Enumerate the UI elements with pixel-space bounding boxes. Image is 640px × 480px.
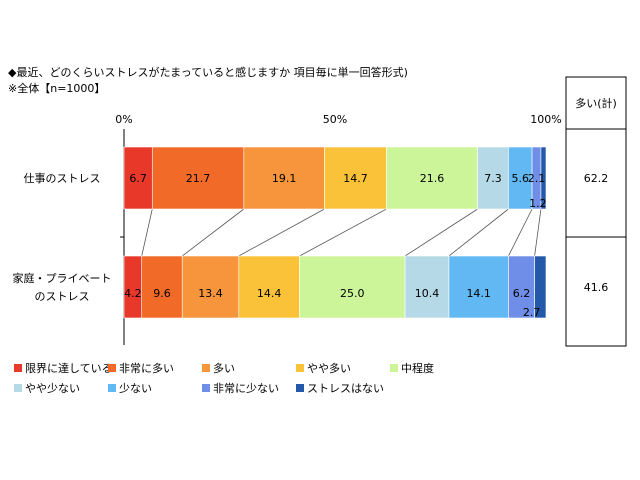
legend-item: ストレスはない bbox=[296, 380, 390, 396]
x-tick-label: 0% bbox=[115, 113, 132, 126]
x-tick-label: 50% bbox=[323, 113, 347, 126]
connector-line bbox=[141, 208, 153, 257]
connector-line bbox=[448, 208, 509, 257]
legend: 限界に達している 非常に多い 多い やや多い 中程度やや少ない 少ない 非常に少ない ストレス… bbox=[14, 358, 494, 398]
legend-swatch bbox=[108, 364, 116, 372]
bar-segment bbox=[181, 255, 240, 319]
legend-label: 限界に達している bbox=[25, 362, 113, 375]
chart-title: ◆最近、どのくらいストレスがたまっていると感じますか 項目毎に単一回答形式) bbox=[8, 66, 408, 79]
legend-row: 限界に達している 非常に多い 多い やや多い 中程度 bbox=[14, 358, 494, 378]
legend-item: 非常に少ない bbox=[202, 380, 296, 396]
legend-item: 多い bbox=[202, 360, 296, 376]
data-label: 21.6 bbox=[420, 172, 445, 185]
legend-swatch bbox=[202, 364, 210, 372]
legend-row: やや少ない 少ない 非常に少ない ストレスはない bbox=[14, 378, 494, 398]
bar-segment bbox=[540, 146, 547, 210]
connector-line bbox=[238, 208, 325, 257]
legend-label: 中程度 bbox=[401, 362, 434, 375]
summary-table-value: 62.2 bbox=[584, 172, 609, 185]
data-label: 21.7 bbox=[186, 172, 211, 185]
legend-swatch bbox=[14, 384, 22, 392]
bar-segment bbox=[151, 146, 245, 210]
bar-segment bbox=[123, 146, 153, 210]
legend-swatch bbox=[108, 384, 116, 392]
connector-line bbox=[404, 208, 478, 257]
bar-segment bbox=[141, 255, 183, 319]
legend-item: やや少ない bbox=[14, 380, 108, 396]
bar-segment bbox=[386, 146, 478, 210]
legend-swatch bbox=[14, 364, 22, 372]
bar-segment bbox=[534, 255, 547, 319]
summary-table-value: 41.6 bbox=[584, 281, 609, 294]
data-label: 14.1 bbox=[466, 287, 491, 300]
data-label: 6.7 bbox=[129, 172, 147, 185]
category-label: 家庭・プライベート bbox=[13, 271, 112, 285]
data-label: 1.2 bbox=[529, 197, 547, 210]
summary-table-header: 多い(計) bbox=[575, 96, 617, 110]
legend-label: 非常に多い bbox=[119, 362, 174, 375]
legend-item: やや多い bbox=[296, 360, 390, 376]
legend-label: やや少ない bbox=[25, 382, 80, 395]
data-label: 9.6 bbox=[153, 287, 171, 300]
legend-label: 多い bbox=[213, 362, 235, 375]
connector-line bbox=[508, 208, 533, 257]
legend-label: やや多い bbox=[307, 362, 351, 375]
category-label: 仕事のストレス bbox=[24, 172, 101, 185]
bar-segment bbox=[299, 255, 406, 319]
data-label: 13.4 bbox=[198, 287, 223, 300]
connector-line bbox=[181, 208, 245, 257]
legend-swatch bbox=[296, 384, 304, 392]
data-label: 2.1 bbox=[528, 172, 546, 185]
data-label: 14.7 bbox=[343, 172, 368, 185]
legend-swatch bbox=[202, 384, 210, 392]
data-label: 2.7 bbox=[523, 306, 541, 319]
bar-segment bbox=[238, 255, 300, 319]
connector-line bbox=[534, 208, 542, 257]
legend-item: 中程度 bbox=[390, 360, 484, 376]
bar-segment bbox=[448, 255, 509, 319]
summary-table-border bbox=[565, 76, 627, 347]
data-label: 4.2 bbox=[124, 287, 142, 300]
legend-swatch bbox=[296, 364, 304, 372]
data-label: 6.2 bbox=[513, 287, 531, 300]
legend-label: 非常に少ない bbox=[213, 382, 279, 395]
connector-line bbox=[299, 208, 387, 257]
chart-subtitle: ※全体【n=1000】 bbox=[8, 82, 106, 95]
legend-item: 少ない bbox=[108, 380, 202, 396]
data-label: 7.3 bbox=[484, 172, 502, 185]
bar-segment bbox=[404, 255, 450, 319]
data-label: 25.0 bbox=[340, 287, 365, 300]
data-label: 5.6 bbox=[512, 172, 530, 185]
legend-label: 少ない bbox=[119, 382, 152, 395]
legend-item: 非常に多い bbox=[108, 360, 202, 376]
legend-label: ストレスはない bbox=[307, 382, 384, 395]
data-label: 19.1 bbox=[272, 172, 297, 185]
legend-swatch bbox=[390, 364, 398, 372]
x-tick-label: 100% bbox=[530, 113, 561, 126]
legend-item: 限界に達している bbox=[14, 360, 113, 376]
category-label: のストレス bbox=[35, 290, 90, 303]
data-label: 14.4 bbox=[257, 287, 282, 300]
data-label: 10.4 bbox=[415, 287, 440, 300]
